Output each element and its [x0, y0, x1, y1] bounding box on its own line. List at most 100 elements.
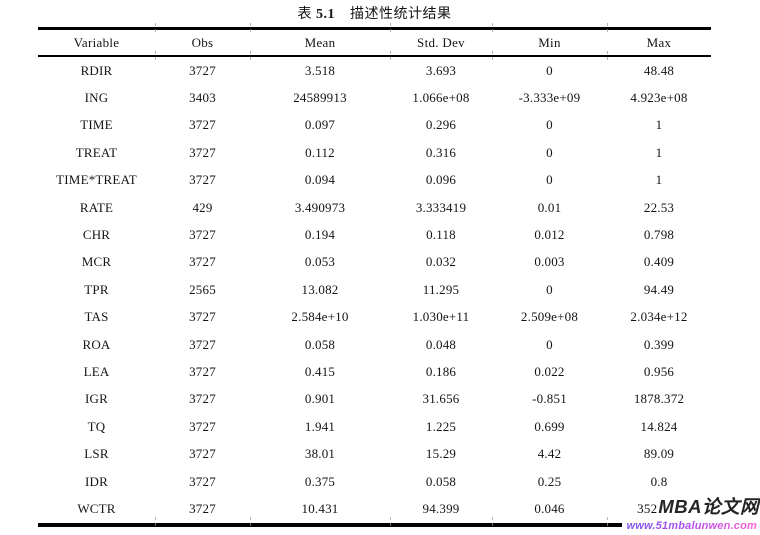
- col-header-stddev: Std. Dev: [390, 28, 492, 57]
- value-cell: 3.333419: [415, 199, 467, 215]
- value-cell: 0.901: [304, 391, 336, 407]
- value-cell: 3727: [189, 144, 216, 160]
- value-cell: 1: [655, 172, 663, 188]
- variable-cell: TPR: [84, 281, 109, 297]
- column-separator-mark: [250, 51, 251, 60]
- column-separator-mark: [607, 23, 608, 32]
- column-separator-mark: [390, 23, 391, 32]
- value-cell: 0: [546, 117, 553, 133]
- value-cell: 31.656: [422, 391, 460, 407]
- column-separator-mark: [390, 51, 391, 60]
- value-cell: 1.030e+11: [412, 309, 470, 325]
- value-cell: 1.225: [425, 418, 457, 434]
- column-separator-mark: [250, 23, 251, 32]
- table-row: TREAT 3727 0.112 0.316 0 1: [38, 139, 711, 166]
- column-separator-mark: [492, 51, 493, 60]
- col-header-obs: Obs: [155, 28, 250, 57]
- table-row: IDR 3727 0.375 0.058 0.25 0.8: [38, 468, 711, 495]
- column-separator-mark: [250, 517, 251, 526]
- variable-cell: WCTR: [77, 500, 116, 516]
- value-cell: 15.29: [425, 446, 457, 462]
- value-cell: 0.25: [537, 473, 562, 489]
- value-cell: 0.375: [304, 473, 336, 489]
- value-cell: 94.399: [422, 500, 460, 516]
- column-separator-mark: [492, 23, 493, 32]
- table-title-number: 5.1: [316, 7, 335, 22]
- variable-cell: IGR: [85, 391, 108, 407]
- variable-cell: CHR: [82, 227, 111, 243]
- column-separator-mark: [390, 517, 391, 526]
- watermark-url[interactable]: www.51mbalunwen.com: [626, 520, 757, 532]
- value-cell: 0.8: [650, 473, 668, 489]
- value-cell: 1: [655, 144, 663, 160]
- value-cell: 0.194: [304, 227, 336, 243]
- value-cell: 4.42: [537, 446, 562, 462]
- value-cell: 2565: [189, 281, 216, 297]
- value-cell: 0.046: [534, 500, 565, 516]
- value-cell: 0.032: [425, 254, 457, 270]
- watermark-brand: MBA论文网: [658, 496, 759, 517]
- value-cell: 3403: [189, 90, 216, 106]
- value-cell: 0.048: [425, 336, 457, 352]
- table-row: ROA 3727 0.058 0.048 0 0.399: [38, 331, 711, 358]
- value-cell: 0.415: [304, 363, 336, 379]
- table-title-text: 描述性统计结果: [350, 7, 452, 22]
- table-row: MCR 3727 0.053 0.032 0.003 0.409: [38, 249, 711, 276]
- col-header-variable: Variable: [38, 28, 155, 57]
- table-row: IGR 3727 0.901 31.656 -0.851 1878.372: [38, 386, 711, 413]
- value-cell: 3727: [189, 227, 216, 243]
- table-header: Variable Obs Mean Std. Dev Min Max: [38, 28, 711, 57]
- value-cell: 0.186: [425, 363, 457, 379]
- variable-cell: ROA: [82, 336, 111, 352]
- value-cell: 3727: [189, 62, 216, 78]
- value-cell: 13.082: [301, 281, 339, 297]
- table-title-prefix: 表: [297, 7, 312, 22]
- value-cell: 2.034e+12: [630, 309, 688, 325]
- value-cell: 3529.10: [637, 500, 681, 516]
- value-cell: 24589913: [293, 90, 347, 106]
- variable-cell: IDR: [85, 473, 108, 489]
- col-header-mean: Mean: [250, 28, 390, 57]
- table-row: TIME*TREAT 3727 0.094 0.096 0 1: [38, 167, 711, 194]
- value-cell: 3727: [189, 446, 216, 462]
- value-cell: 0.058: [425, 473, 457, 489]
- column-separator-mark: [155, 517, 156, 526]
- value-cell: 0.316: [425, 144, 457, 160]
- column-separator-mark: [155, 23, 156, 32]
- value-cell: 0.118: [426, 227, 456, 243]
- value-cell: 3727: [189, 473, 216, 489]
- value-cell: 3.518: [304, 62, 336, 78]
- value-cell: 3.490973: [294, 199, 346, 215]
- table-title: 表 5.1 描述性统计结果: [38, 3, 711, 23]
- value-cell: 3.693: [425, 62, 457, 78]
- value-cell: 3727: [189, 117, 216, 133]
- variable-cell: TAS: [84, 309, 109, 325]
- value-cell: 0.699: [534, 418, 565, 434]
- variable-cell: LSR: [84, 446, 109, 462]
- variable-cell: ING: [84, 90, 109, 106]
- table-row: RDIR 3727 3.518 3.693 0 48.48: [38, 56, 711, 84]
- value-cell: 14.824: [640, 418, 678, 434]
- value-cell: 89.09: [643, 446, 675, 462]
- column-separator-mark: [492, 517, 493, 526]
- value-cell: 3727: [189, 391, 216, 407]
- value-cell: 22.53: [643, 199, 675, 215]
- table-row: WCTR 3727 10.431 94.399 0.046 3529.10: [38, 495, 711, 524]
- value-cell: 11.295: [422, 281, 460, 297]
- value-cell: 0.096: [425, 172, 457, 188]
- value-cell: 1: [655, 117, 663, 133]
- value-cell: 0: [546, 336, 553, 352]
- value-cell: 3727: [189, 418, 216, 434]
- variable-cell: MCR: [81, 254, 112, 270]
- value-cell: 94.49: [643, 281, 675, 297]
- value-cell: 0: [546, 62, 553, 78]
- value-cell: 10.431: [301, 500, 339, 516]
- value-cell: -0.851: [532, 391, 567, 407]
- value-cell: 0.058: [304, 336, 336, 352]
- value-cell: 1878.372: [633, 391, 685, 407]
- col-header-min: Min: [492, 28, 607, 57]
- value-cell: 1.941: [304, 418, 336, 434]
- value-cell: 0.798: [643, 227, 675, 243]
- value-cell: 0.01: [537, 199, 562, 215]
